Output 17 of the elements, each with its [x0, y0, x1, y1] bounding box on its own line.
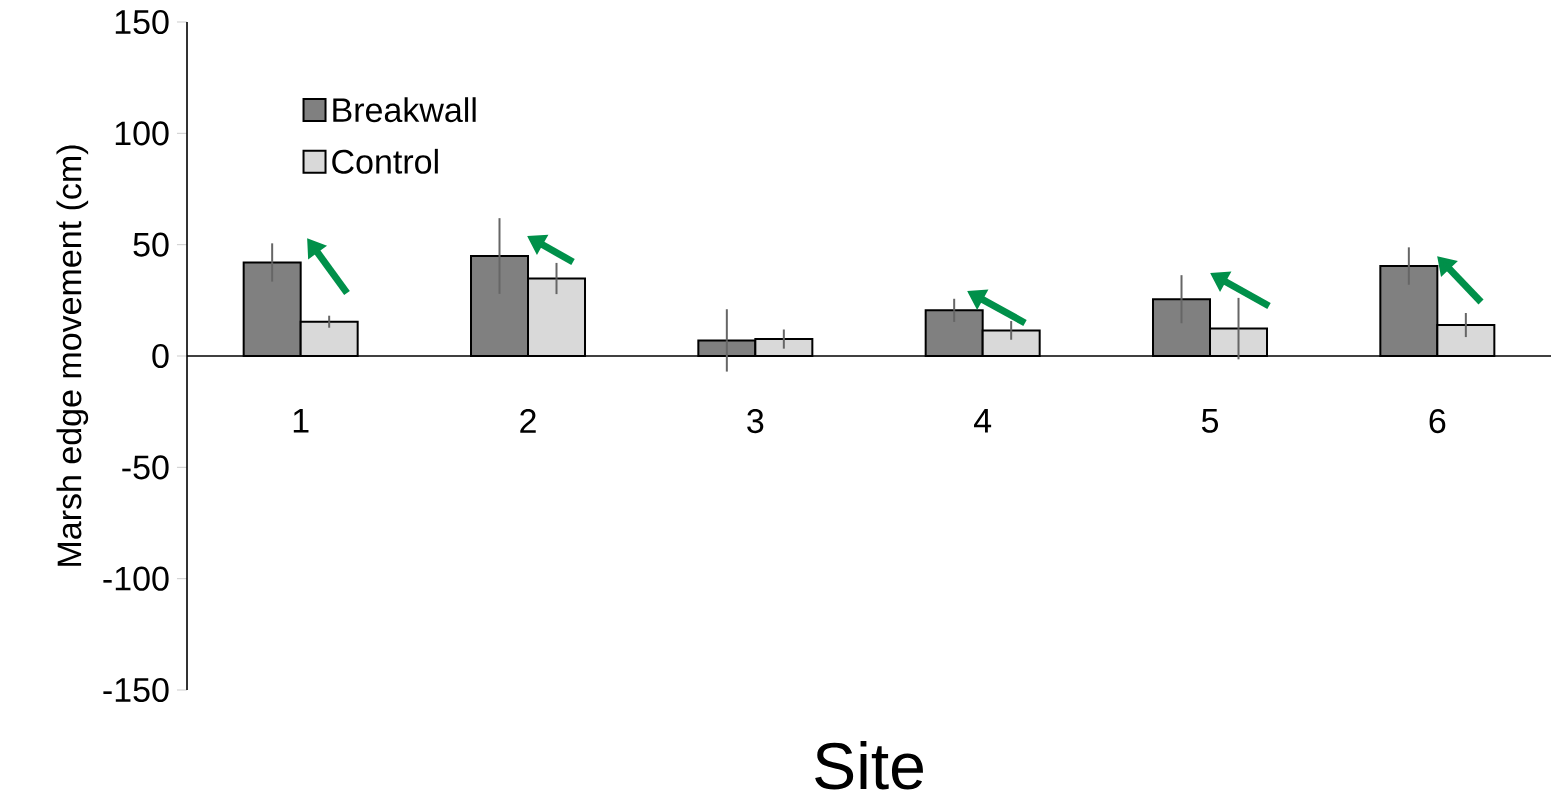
legend-label: Control: [332, 148, 438, 174]
y-tick-label: -150: [103, 677, 169, 703]
y-tick-label: -50: [122, 455, 169, 480]
y-axis-title: Marsh edge movement (cm): [56, 145, 89, 566]
y-tick-label: 150: [115, 9, 169, 35]
x-axis-title: Site: [815, 741, 923, 790]
x-tick-label: 5: [1201, 409, 1219, 433]
x-tick-label: 2: [520, 409, 536, 433]
x-tick-label: 6: [1429, 409, 1446, 434]
x-tick-label: 1: [293, 409, 309, 433]
legend-label: Breakwall: [333, 97, 476, 123]
y-tick-label: 100: [115, 121, 169, 146]
y-tick-label: 0: [152, 343, 169, 369]
x-tick-label: 4: [974, 409, 992, 433]
y-tick-label: -100: [103, 566, 169, 591]
y-tick-label: 50: [133, 232, 169, 257]
x-tick-label: 3: [747, 409, 764, 434]
